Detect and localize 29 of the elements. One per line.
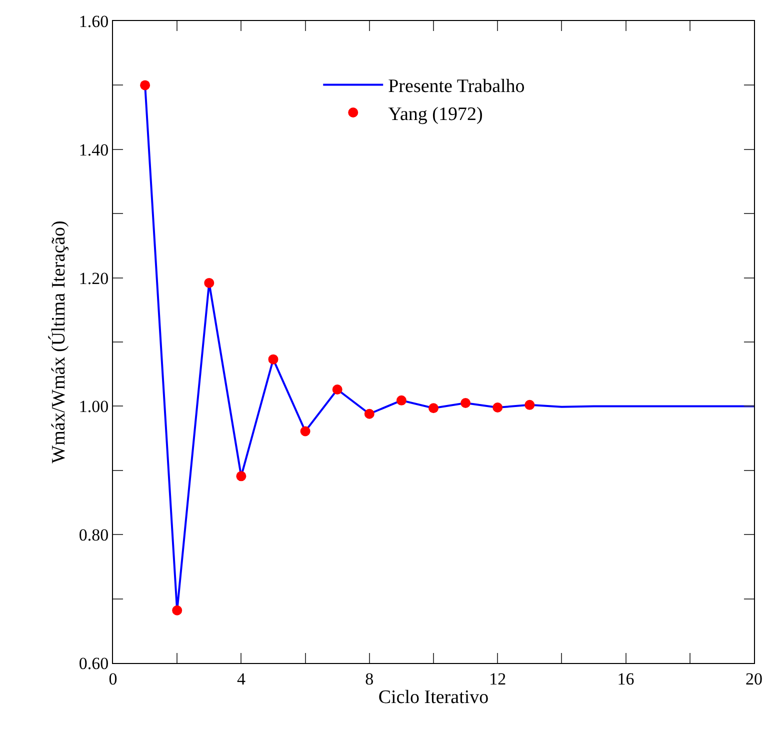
point [428,403,438,414]
x-tick-label: 0 [108,669,118,688]
point [492,402,503,412]
x-tick-label: 4 [236,669,246,688]
y-tick-label: 0.80 [78,526,109,545]
point [204,278,214,288]
point [460,398,471,408]
legend-label: Yang (1972) [388,104,483,125]
y-tick-label: 1.40 [78,140,109,160]
x-axis-title: Ciclo Iterativo [378,687,489,708]
point [364,408,374,419]
y-tick-label: 0.60 [78,654,109,673]
legend-label: Presente Trabalho [388,76,525,98]
y-tick-label: 1.20 [78,268,109,288]
point [172,605,182,616]
x-tick-label: 16 [617,669,634,688]
point [236,471,246,482]
point [140,80,150,90]
y-tick-label: 1.60 [78,12,109,31]
x-tick-label: 8 [365,669,374,688]
y-tick-label: 1.00 [78,397,109,416]
x-tick-label: 20 [746,669,762,688]
point [396,395,406,406]
point [332,384,342,395]
point [300,426,310,436]
point [524,400,535,410]
point [268,354,278,364]
y-axis-title: Wmáx/Wmáx (Última Iteração) [48,220,70,464]
x-tick-label: 12 [489,669,506,688]
